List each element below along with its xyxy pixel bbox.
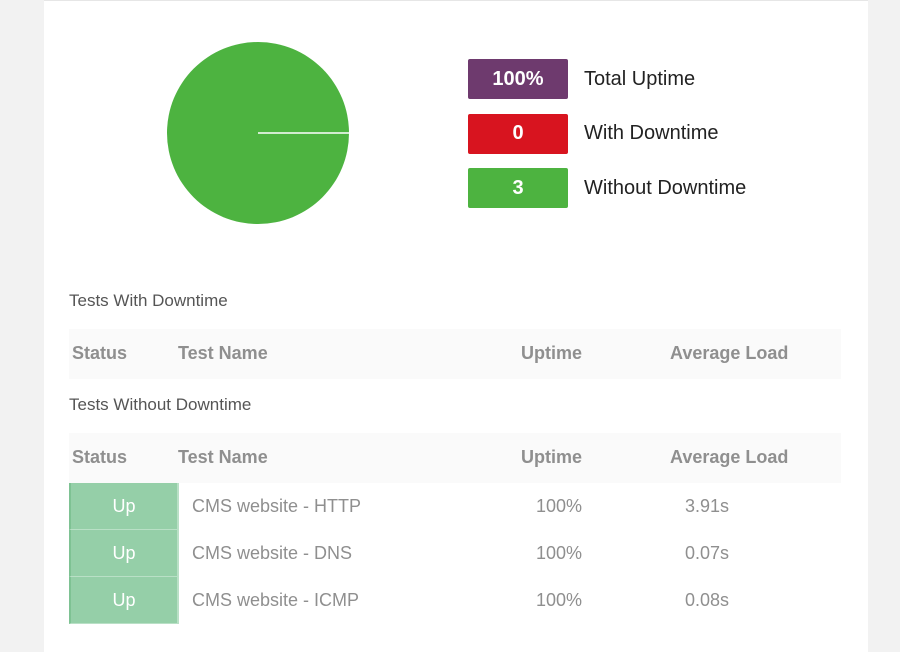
test-average-load: 0.07s [685,543,730,563]
stat-without-downtime: 3 Without Downtime [468,168,746,208]
table-row[interactable]: Up CMS website - DNS 100% 0.07s [69,530,841,577]
status-badge: Up [69,577,179,624]
test-name[interactable]: CMS website - ICMP [192,590,360,610]
table-row[interactable]: Up CMS website - HTTP 100% 3.91s [69,483,841,530]
column-average-load[interactable]: Average Load [670,447,789,467]
column-test-name[interactable]: Test Name [178,343,268,363]
report-card: 100% Total Uptime 0 With Downtime 3 With… [44,0,868,652]
test-uptime: 100% [536,590,583,610]
status-badge: Up [69,483,179,530]
summary-stats: 100% Total Uptime 0 With Downtime 3 With… [468,59,746,223]
test-average-load: 0.08s [685,590,730,610]
stat-with-downtime: 0 With Downtime [468,113,746,154]
total-uptime-label: Total Uptime [584,67,696,90]
tests-without-downtime-title: Tests Without Downtime [69,395,252,414]
stat-total-uptime: 100% Total Uptime [468,59,746,99]
column-status[interactable]: Status [72,343,128,363]
without-downtime-label: Without Downtime [584,176,747,199]
total-uptime-badge: 100% [468,59,568,99]
test-uptime: 100% [536,543,583,563]
column-test-name[interactable]: Test Name [178,447,268,467]
test-uptime: 100% [536,496,583,516]
without-downtime-badge: 3 [468,168,568,208]
table-row[interactable]: Up CMS website - ICMP 100% 0.08s [69,577,841,624]
status-badge: Up [69,530,179,577]
tests-with-downtime-header: Status Test Name Uptime Average Load [69,329,841,379]
column-uptime[interactable]: Uptime [521,343,583,363]
column-status[interactable]: Status [72,447,128,467]
with-downtime-badge: 0 [468,113,568,154]
with-downtime-label: With Downtime [584,122,719,144]
test-average-load: 3.91s [685,496,730,516]
tests-with-downtime-title: Tests With Downtime [69,291,228,310]
column-average-load[interactable]: Average Load [670,343,789,363]
tests-without-downtime-header: Status Test Name Uptime Average Load [69,433,841,483]
test-name[interactable]: CMS website - HTTP [192,496,362,516]
tests-without-downtime-rows: Up CMS website - HTTP 100% 3.91s Up CMS … [69,483,841,624]
test-name[interactable]: CMS website - DNS [192,543,353,563]
column-uptime[interactable]: Uptime [521,447,583,467]
uptime-pie-chart [167,42,349,224]
